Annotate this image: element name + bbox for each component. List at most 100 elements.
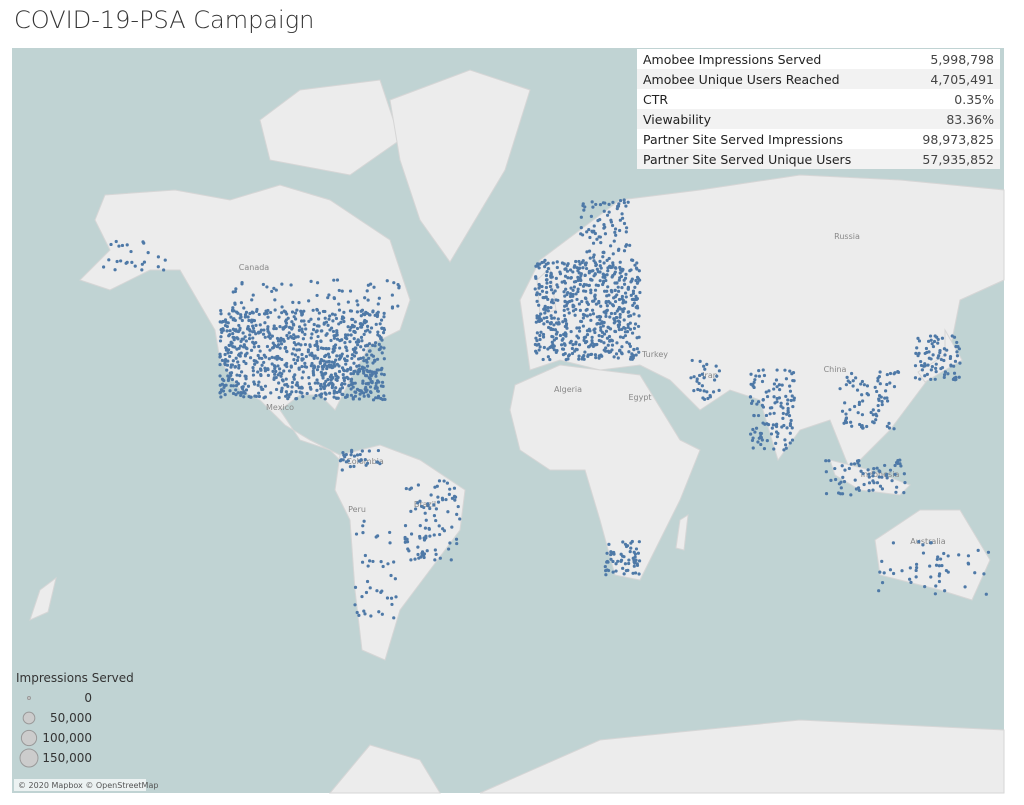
impression-dot — [862, 482, 866, 487]
impression-dot — [236, 391, 240, 395]
impression-dot — [779, 401, 783, 405]
impression-dot — [368, 385, 373, 389]
impression-dot — [309, 279, 313, 283]
impression-dot — [319, 387, 323, 391]
impression-dot — [337, 308, 342, 312]
impression-dot — [604, 300, 608, 304]
impression-dot — [260, 363, 264, 367]
impression-dot — [616, 285, 620, 289]
impression-dot — [434, 518, 438, 523]
impression-dot — [875, 481, 880, 485]
impression-dot — [379, 318, 384, 322]
impression-dot — [618, 315, 622, 319]
impression-dot — [242, 390, 246, 394]
impression-dot — [946, 554, 950, 558]
impression-dot — [338, 390, 342, 394]
impression-dot — [775, 435, 779, 439]
impression-dot — [237, 363, 241, 368]
impression-dot — [241, 387, 245, 391]
impression-dot — [307, 375, 311, 380]
impression-dot — [403, 523, 408, 528]
impression-dot — [254, 359, 258, 363]
impression-dot — [237, 366, 241, 370]
impression-dot — [346, 333, 350, 337]
impression-dot — [610, 265, 614, 269]
impression-dot — [535, 339, 539, 343]
impression-dot — [589, 269, 594, 273]
impression-dot — [379, 396, 383, 401]
impression-dot — [633, 285, 637, 289]
impression-dot — [142, 260, 147, 264]
impression-dot — [351, 371, 356, 376]
impression-dot — [620, 212, 624, 216]
impression-dot — [428, 534, 432, 538]
impression-dot — [937, 564, 941, 568]
impression-dot — [952, 364, 956, 368]
impression-dot — [772, 395, 776, 399]
impression-dot — [851, 384, 855, 388]
impression-dot — [895, 485, 899, 489]
impression-dot — [824, 492, 829, 496]
impression-dot — [380, 326, 384, 330]
impression-dot — [326, 323, 330, 327]
impression-dot — [239, 390, 243, 395]
impression-dot — [608, 301, 612, 305]
impression-dot — [266, 373, 270, 378]
impression-dot — [335, 390, 339, 395]
impression-dot — [566, 291, 570, 295]
impression-dot — [225, 324, 229, 329]
impression-dot — [785, 402, 790, 406]
impression-dot — [380, 612, 384, 616]
impression-dot — [939, 557, 943, 561]
impression-dot — [753, 378, 757, 382]
impression-dot — [615, 207, 619, 211]
impression-dot — [367, 394, 371, 398]
impression-dot — [125, 260, 129, 264]
impression-dot — [420, 504, 424, 508]
impression-dot — [612, 296, 616, 300]
impression-dot — [928, 334, 933, 338]
impression-dot — [270, 289, 274, 294]
impression-dot — [621, 540, 625, 544]
impression-dot — [292, 336, 296, 341]
impression-dot — [638, 290, 642, 295]
impression-dot — [872, 421, 876, 425]
impression-dot — [228, 371, 232, 375]
impression-dot — [575, 297, 579, 302]
impression-dot — [251, 373, 256, 377]
north-america — [79, 184, 411, 471]
impression-dot — [355, 310, 360, 314]
impression-dot — [601, 324, 605, 328]
impression-dot — [867, 475, 871, 479]
impression-dot — [331, 329, 336, 334]
impression-dot — [603, 565, 607, 569]
impression-dot — [220, 320, 224, 324]
impression-dot — [536, 315, 540, 319]
impression-dot — [624, 226, 629, 230]
impression-dot — [250, 298, 254, 302]
country-label: Mexico — [266, 403, 294, 412]
impression-dot — [237, 346, 241, 350]
impression-dot — [310, 332, 314, 336]
impression-dot — [563, 300, 567, 304]
impression-dot — [535, 331, 539, 335]
impression-dot — [257, 394, 261, 399]
impression-dot — [349, 325, 353, 330]
impression-dot — [284, 394, 288, 398]
impression-dot — [375, 460, 379, 464]
impression-dot — [773, 401, 777, 405]
impression-dot — [376, 330, 380, 334]
impression-dot — [564, 322, 569, 326]
impression-dot — [349, 387, 353, 391]
impression-dot — [335, 378, 339, 382]
impression-dot — [107, 258, 111, 262]
impression-dot — [283, 346, 287, 350]
impression-dot — [791, 404, 795, 409]
impression-dot — [311, 371, 315, 375]
impression-dot — [538, 292, 542, 296]
impression-dot — [777, 396, 782, 400]
impression-dot — [545, 320, 549, 324]
impression-dot — [878, 382, 882, 386]
impression-dot — [280, 357, 284, 362]
impression-dot — [228, 343, 232, 347]
